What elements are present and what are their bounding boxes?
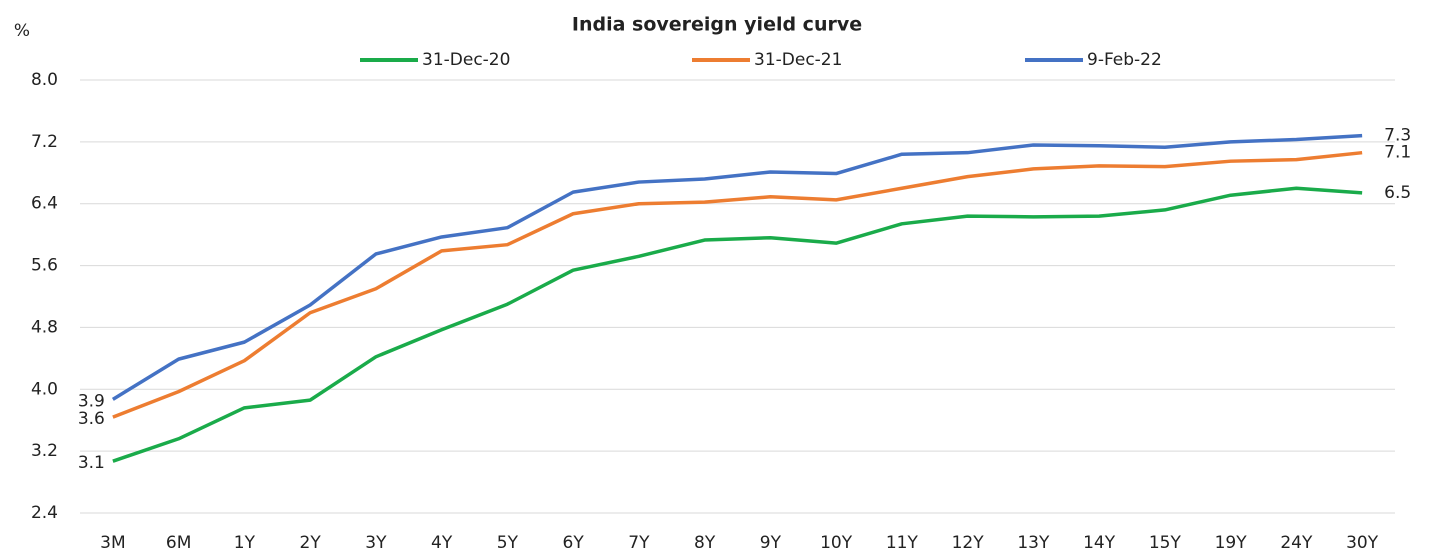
x-tick-label: 15Y bbox=[1149, 533, 1182, 553]
x-tick-label: 24Y bbox=[1280, 533, 1313, 553]
legend-label: 31-Dec-20 bbox=[422, 50, 510, 70]
x-tick-label: 19Y bbox=[1215, 533, 1248, 553]
y-tick-label: 4.8 bbox=[31, 317, 58, 337]
series-line bbox=[112, 186, 1363, 463]
x-tick-label: 8Y bbox=[694, 533, 716, 553]
y-tick-label: 7.2 bbox=[31, 132, 58, 152]
x-tick-label: 6M bbox=[166, 533, 191, 553]
x-tick-label: 12Y bbox=[952, 533, 985, 553]
x-tick-label: 1Y bbox=[234, 533, 256, 553]
x-tick-label: 9Y bbox=[760, 533, 782, 553]
x-tick-label: 30Y bbox=[1346, 533, 1379, 553]
x-tick-label: 2Y bbox=[300, 533, 322, 553]
data-label: 3.6 bbox=[78, 409, 105, 429]
y-tick-label: 5.6 bbox=[31, 256, 58, 276]
y-tick-label: 3.2 bbox=[31, 441, 58, 461]
y-tick-label: 6.4 bbox=[31, 194, 58, 214]
series-line bbox=[111, 133, 1363, 401]
x-tick-label: 3Y bbox=[365, 533, 387, 553]
x-tick-label: 7Y bbox=[628, 533, 650, 553]
data-label: 7.1 bbox=[1384, 143, 1411, 163]
x-tick-label: 11Y bbox=[886, 533, 919, 553]
y-axis-label: % bbox=[14, 21, 30, 41]
y-tick-label: 2.4 bbox=[31, 503, 58, 523]
x-tick-label: 4Y bbox=[431, 533, 453, 553]
series-line bbox=[112, 150, 1363, 419]
y-tick-label: 8.0 bbox=[31, 70, 58, 90]
y-tick-label: 4.0 bbox=[31, 379, 58, 399]
data-label: 3.9 bbox=[78, 391, 105, 411]
x-tick-label: 3M bbox=[100, 533, 125, 553]
x-tick-label: 13Y bbox=[1017, 533, 1050, 553]
legend-label: 9-Feb-22 bbox=[1087, 50, 1162, 70]
legend-label: 31-Dec-21 bbox=[754, 50, 842, 70]
x-tick-label: 6Y bbox=[563, 533, 585, 553]
x-tick-label: 10Y bbox=[820, 533, 853, 553]
data-label: 6.5 bbox=[1384, 183, 1411, 203]
x-tick-label: 14Y bbox=[1083, 533, 1116, 553]
chart-title: India sovereign yield curve bbox=[572, 14, 862, 36]
data-label: 7.3 bbox=[1384, 126, 1411, 146]
data-label: 3.1 bbox=[78, 453, 105, 473]
x-tick-label: 5Y bbox=[497, 533, 519, 553]
